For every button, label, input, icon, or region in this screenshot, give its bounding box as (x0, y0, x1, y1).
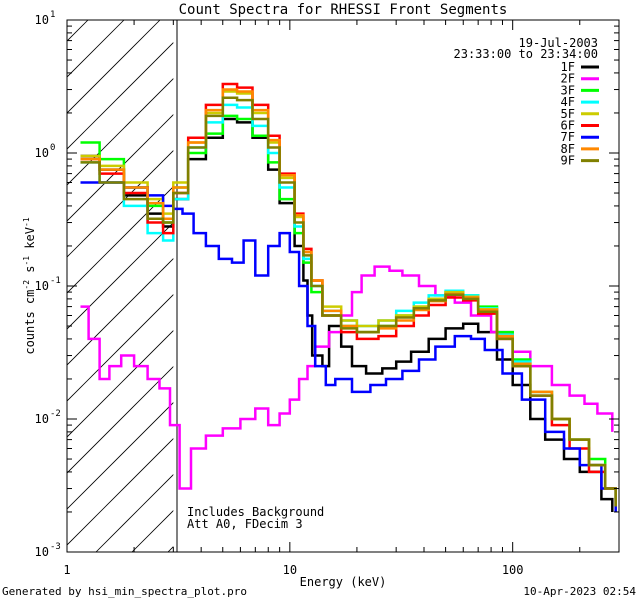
hatch-line (67, 258, 174, 366)
legend-label-4F: 4F (561, 95, 575, 109)
legend-label-3F: 3F (561, 83, 575, 97)
series-line-5F (80, 90, 617, 507)
time-range-label: 23:33:00 to 23:34:00 (454, 47, 599, 61)
y-tick-label: 10 (35, 13, 49, 27)
legend-label-6F: 6F (561, 119, 575, 133)
y-tick-label: 10 (35, 412, 49, 426)
x-tick-label: 10 (283, 563, 297, 577)
annotation-attenuator: Att A0, FDecim 3 (187, 517, 303, 531)
x-tick-label: 1 (63, 563, 70, 577)
x-axis-label: Energy (keV) (300, 575, 387, 589)
series-line-6F (80, 82, 617, 507)
hatch-line (636, 20, 640, 552)
hatch-line (67, 20, 161, 114)
legend-label-7F: 7F (561, 130, 575, 144)
series-layer (80, 82, 617, 512)
hatch-line (0, 20, 16, 552)
hatch-line (420, 20, 640, 552)
hatch-line (67, 438, 174, 546)
y-tick-exponent: 0 (50, 143, 55, 153)
y-tick-exponent: -1 (50, 276, 61, 286)
footer-generator: Generated by hsi_min_spectra_plot.pro (2, 585, 247, 598)
y-tick-exponent: 1 (50, 10, 55, 20)
legend-label-9F: 9F (561, 154, 575, 168)
annotation-background: Includes Background (187, 505, 324, 519)
hatch-line (67, 186, 174, 294)
y-tick-label: 10 (35, 146, 49, 160)
legend-label-1F: 1F (561, 60, 575, 74)
series-line-9F (80, 96, 617, 507)
plot-frame (66, 19, 620, 553)
series-line-2F (80, 265, 614, 490)
hatch-line (67, 222, 174, 330)
footer-timestamp: 10-Apr-2023 02:54 (523, 585, 636, 598)
date-label: 19-Jul-2003 (519, 36, 598, 50)
x-tick-label: 100 (502, 563, 524, 577)
y-axis-label: counts cm-2 s-1 keV-1 (22, 217, 37, 354)
y-tick-exponent: -2 (50, 409, 61, 419)
hatch-line (67, 20, 125, 78)
chart-title: Count Spectra for RHESSI Front Segments (179, 2, 508, 18)
legend-label-8F: 8F (561, 142, 575, 156)
series-line-8F (80, 88, 617, 507)
hatch-line (67, 402, 174, 510)
hatch-line (67, 42, 174, 150)
y-tick-label: 10 (35, 545, 49, 559)
y-tick-exponent: -3 (50, 542, 61, 552)
series-line-4F (80, 103, 617, 507)
hatch-line (67, 366, 174, 474)
series-line-7F (80, 181, 617, 512)
legend-label-5F: 5F (561, 107, 575, 121)
legend-label-2F: 2F (561, 72, 575, 86)
hatch-line (67, 78, 174, 186)
y-tick-label: 10 (35, 279, 49, 293)
